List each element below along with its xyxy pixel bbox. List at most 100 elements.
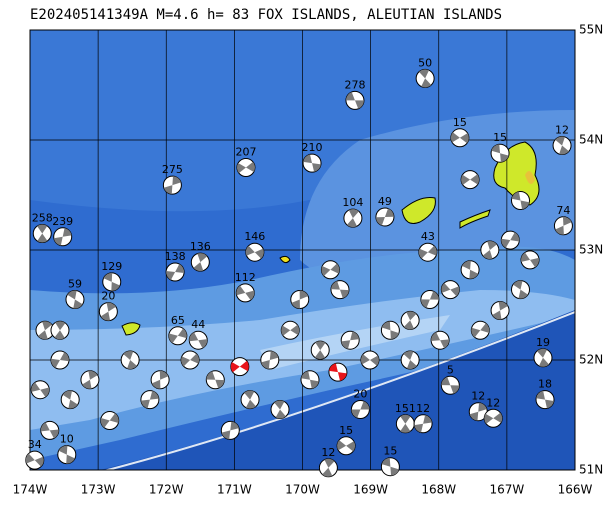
focal-mechanism [511, 191, 530, 210]
ball-quadrant [341, 340, 351, 349]
focal-mechanism [190, 252, 210, 272]
ball-quadrant [530, 257, 540, 268]
focal-mechanism [270, 400, 290, 419]
ball-quadrant [420, 299, 430, 308]
ball-quadrant [520, 200, 530, 210]
focal-mechanism [168, 326, 188, 346]
ball-quadrant [37, 233, 48, 243]
focal-mechanism [490, 143, 510, 163]
ball-quadrant [348, 209, 359, 219]
ball-quadrant [469, 269, 479, 279]
depth-label: 12 [471, 390, 485, 403]
depth-label: 18 [538, 378, 552, 391]
ball-quadrant [418, 248, 428, 259]
focal-mechanism [35, 320, 55, 340]
ball-quadrant [106, 302, 116, 312]
depth-label: 65 [171, 314, 185, 327]
ball-quadrant [274, 400, 285, 410]
x-tick-label: 173W [81, 483, 116, 497]
depth-label: 44 [191, 318, 205, 331]
ball-quadrant [337, 372, 347, 381]
depth-label: 19 [536, 336, 550, 349]
focal-mechanism [336, 436, 356, 456]
depth-label: 15 [383, 445, 397, 458]
ball-quadrant [230, 362, 240, 373]
ball-quadrant [245, 399, 256, 409]
ball-quadrant [450, 385, 460, 394]
ball-quadrant [206, 371, 216, 380]
ball-quadrant [82, 379, 92, 389]
ball-quadrant [244, 390, 255, 400]
ball-quadrant [418, 69, 430, 79]
ball-quadrant [245, 290, 255, 301]
ball-quadrant [58, 445, 68, 455]
x-tick-label: 172W [149, 483, 184, 497]
focal-mechanism [511, 280, 530, 300]
ball-quadrant [384, 208, 394, 217]
focal-mechanism [205, 370, 225, 390]
ball-quadrant [230, 421, 240, 431]
ball-quadrant [461, 260, 471, 270]
focal-mechanism [57, 445, 77, 465]
focal-mechanism [380, 457, 400, 477]
focal-mechanism [430, 330, 450, 350]
ball-quadrant [73, 299, 83, 309]
focal-mechanism [120, 350, 140, 370]
focal-mechanism [102, 272, 122, 292]
depth-label: 12 [486, 396, 500, 409]
ball-quadrant [50, 358, 60, 368]
ball-quadrant [198, 339, 208, 349]
ball-quadrant [40, 422, 50, 432]
ball-quadrant [53, 236, 63, 246]
ball-quadrant [480, 323, 490, 333]
y-tick-label: 52N [579, 353, 603, 367]
ball-quadrant [400, 423, 411, 433]
focal-mechanism [375, 207, 395, 227]
ball-quadrant [181, 356, 191, 367]
ball-quadrant [501, 238, 511, 248]
ball-quadrant [360, 401, 370, 410]
ball-quadrant [429, 291, 439, 300]
focal-mechanism [330, 280, 350, 300]
ball-quadrant [111, 281, 120, 291]
ball-quadrant [67, 290, 77, 300]
ball-quadrant [299, 290, 309, 300]
y-tick-label: 54N [579, 133, 603, 147]
depth-label: 151 [395, 402, 416, 415]
ball-quadrant [354, 100, 364, 109]
focal-mechanism [470, 320, 490, 340]
depth-label: 138 [165, 250, 186, 263]
depth-label: 5 [447, 363, 454, 376]
focal-mechanism [328, 362, 348, 382]
depth-label: 112 [235, 271, 256, 284]
depth-label: 129 [101, 260, 122, 273]
ball-quadrant [221, 430, 231, 440]
ball-quadrant [513, 280, 523, 290]
focal-mechanism [380, 320, 400, 340]
focal-mechanism [230, 357, 250, 377]
ball-quadrant [189, 332, 199, 342]
ball-quadrant [275, 409, 286, 419]
ball-quadrant [518, 289, 528, 299]
focal-mechanism [50, 320, 70, 340]
depth-label: 210 [302, 141, 323, 154]
ball-quadrant [545, 399, 554, 409]
ball-quadrant [555, 136, 565, 146]
ball-quadrant [521, 252, 531, 262]
ball-quadrant [159, 370, 169, 380]
x-tick-label: 170W [285, 483, 320, 497]
depth-label: 10 [60, 433, 74, 446]
depth-label: 146 [244, 230, 265, 243]
depth-label: 20 [101, 290, 115, 303]
x-tick-label: 174W [13, 483, 48, 497]
ball-quadrant [400, 414, 411, 424]
ball-quadrant [461, 174, 471, 185]
ball-quadrant [315, 341, 326, 351]
focal-mechanism [460, 170, 480, 190]
ball-quadrant [510, 232, 520, 242]
focal-mechanism [533, 348, 553, 368]
ball-quadrant [536, 348, 548, 358]
depth-label: 12 [321, 446, 335, 459]
ball-quadrant [536, 390, 546, 400]
